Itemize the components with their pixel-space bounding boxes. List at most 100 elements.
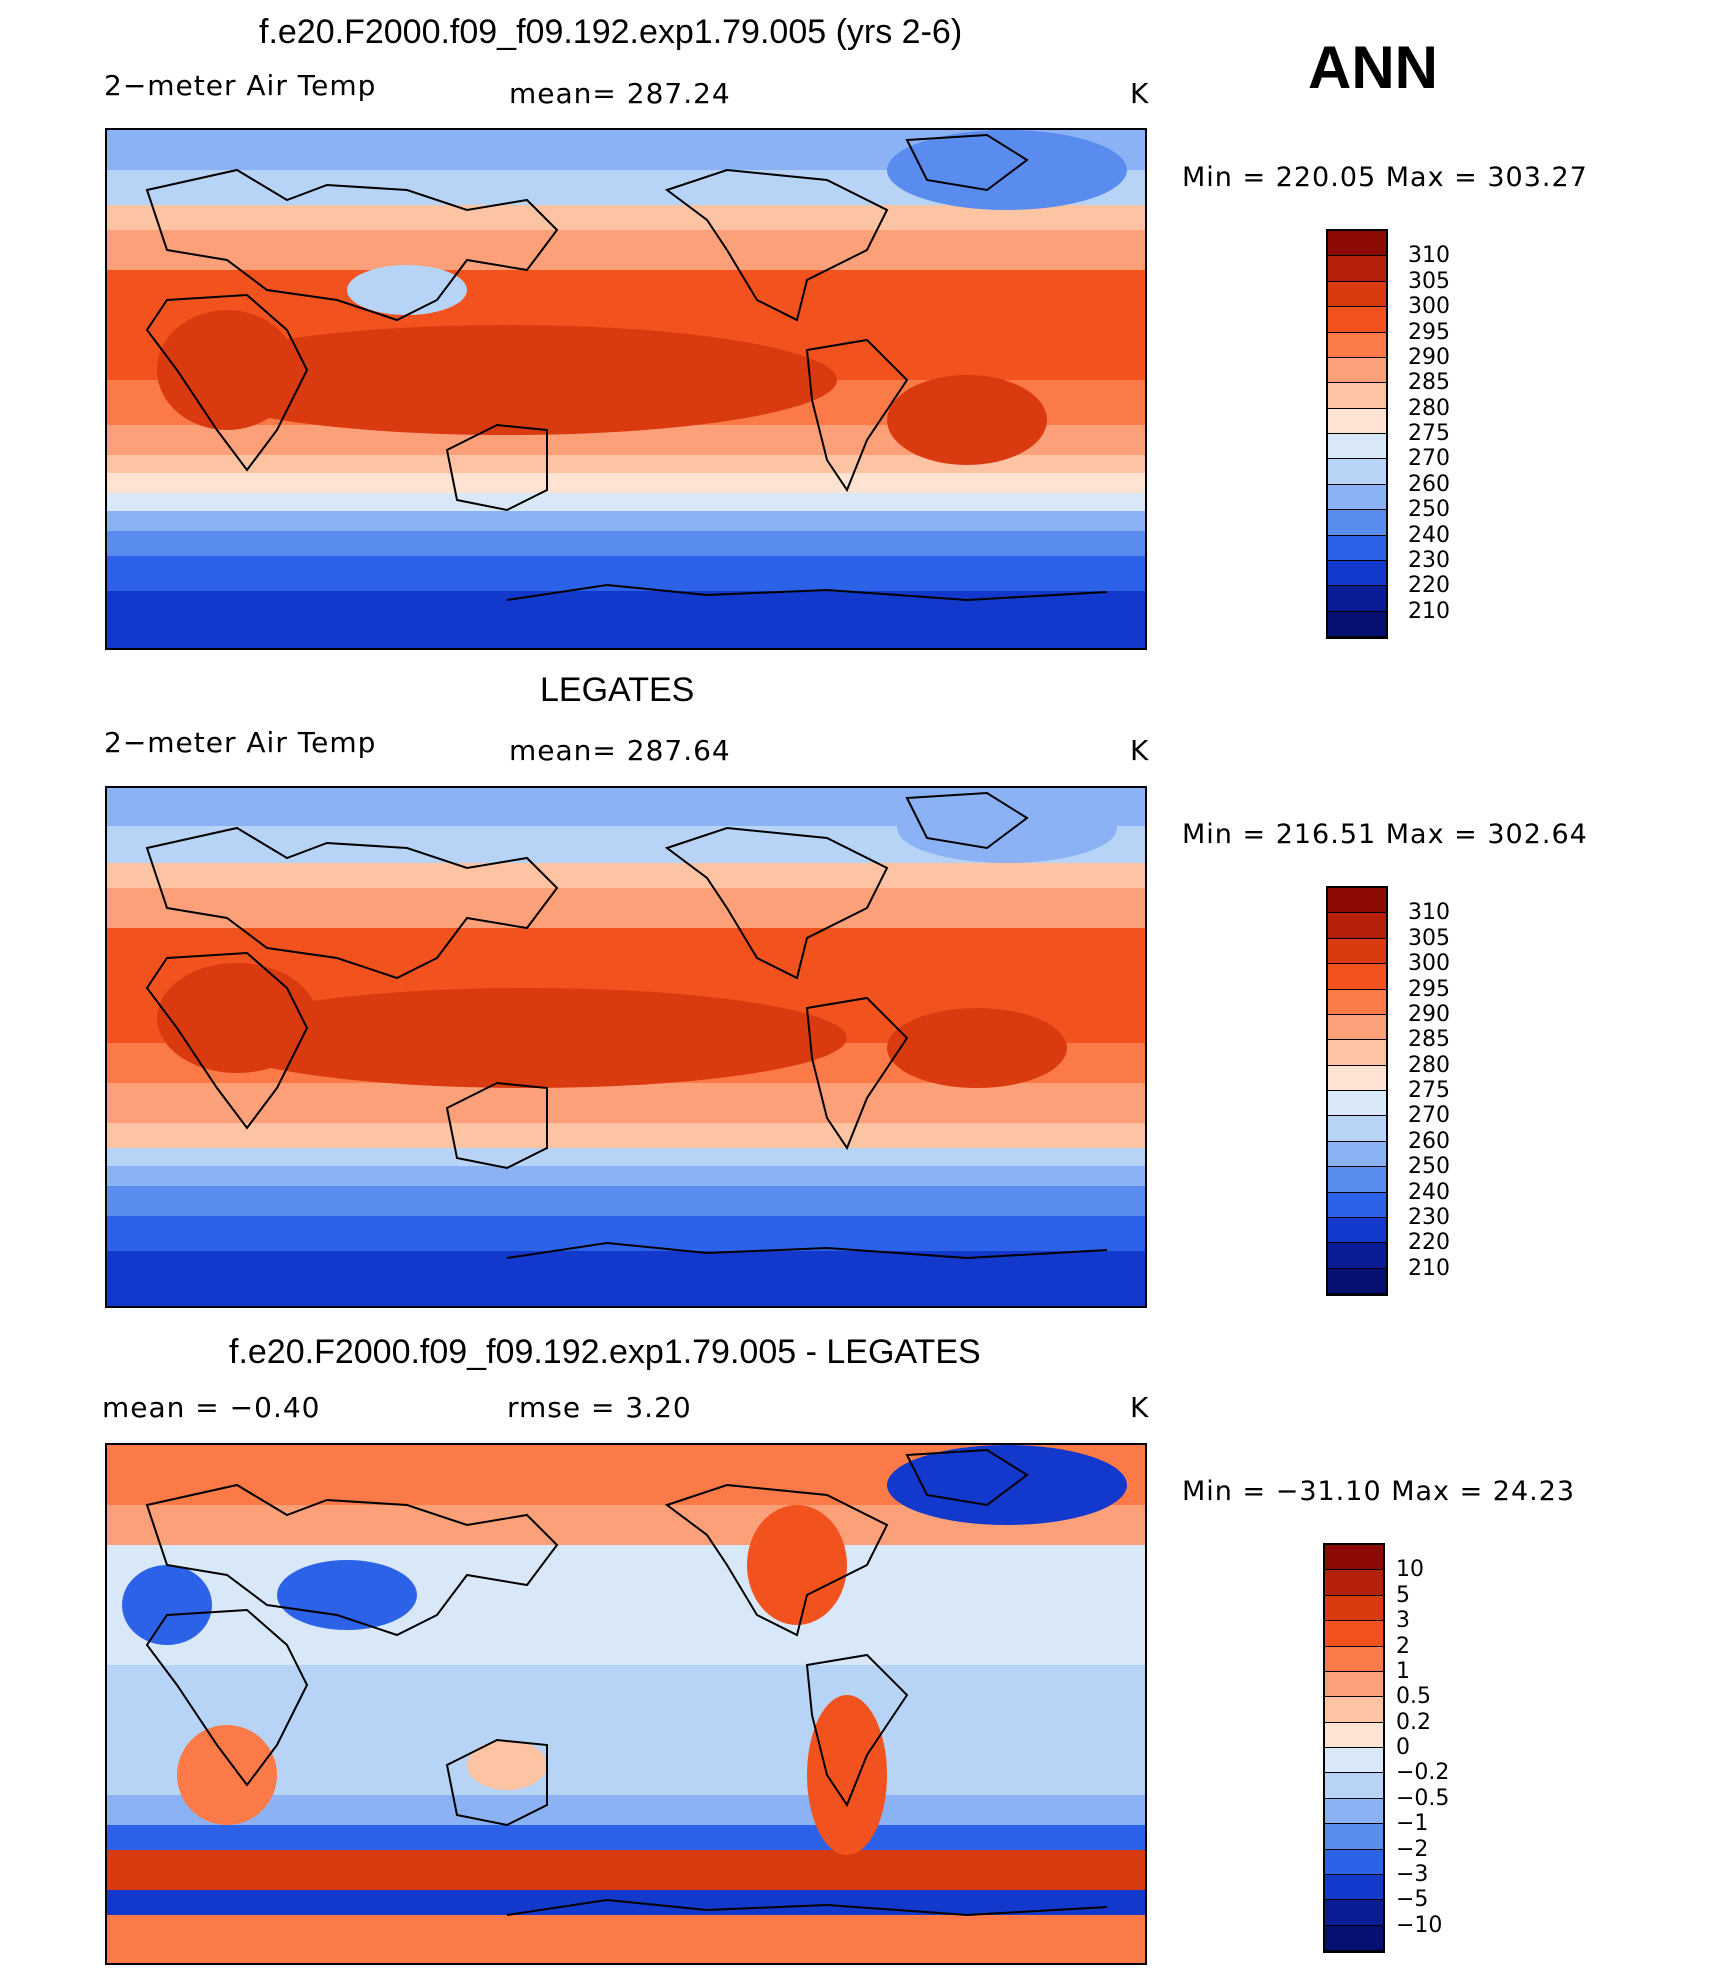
colorbar-tick-label: 10 bbox=[1396, 1557, 1424, 1583]
colorbar-tick-label: 0.2 bbox=[1396, 1709, 1431, 1735]
colorbar-tick-label: −0.5 bbox=[1396, 1785, 1450, 1811]
colorbar-swatch bbox=[1328, 1243, 1386, 1269]
colorbar-tick-label: 305 bbox=[1408, 925, 1450, 951]
colorbar-swatch bbox=[1328, 1040, 1386, 1066]
colorbar-swatch bbox=[1328, 256, 1386, 282]
colorbar-tick-label: 240 bbox=[1408, 522, 1450, 548]
colorbar-swatch bbox=[1325, 1595, 1383, 1622]
colorbar-tick-label: 300 bbox=[1408, 294, 1450, 320]
colorbar-tick-label: 240 bbox=[1408, 1179, 1450, 1205]
colorbar-tick-label: −1 bbox=[1396, 1811, 1429, 1837]
panel-3-title: f.e20.F2000.f09_f09.192.exp1.79.005 - LE… bbox=[229, 1333, 981, 1371]
panel-3-unit-label: K bbox=[1130, 1391, 1150, 1424]
colorbar-swatch bbox=[1328, 231, 1386, 257]
colorbar-swatch bbox=[1328, 964, 1386, 990]
panel-2-unit-label: K bbox=[1130, 734, 1150, 767]
colorbar-swatch bbox=[1325, 1646, 1383, 1672]
colorbar-swatch bbox=[1328, 484, 1386, 511]
colorbar-tick-label: 2 bbox=[1396, 1633, 1410, 1659]
colorbar-swatch bbox=[1325, 1722, 1383, 1748]
panel-3-colorbar bbox=[1323, 1543, 1385, 1953]
colorbar-swatch bbox=[1328, 510, 1386, 536]
colorbar-swatch bbox=[1328, 281, 1386, 308]
colorbar-tick-label: 260 bbox=[1408, 1128, 1450, 1154]
colorbar-tick-label: 260 bbox=[1408, 471, 1450, 497]
colorbar-swatch bbox=[1325, 1849, 1383, 1875]
colorbar-tick-label: −0.2 bbox=[1396, 1760, 1450, 1786]
colorbar-swatch bbox=[1328, 1091, 1386, 1117]
panel-1-title: f.e20.F2000.f09_f09.192.exp1.79.005 (yrs… bbox=[259, 13, 963, 51]
colorbar-swatch bbox=[1325, 1824, 1383, 1850]
colorbar-swatch bbox=[1325, 1900, 1383, 1926]
colorbar-swatch bbox=[1328, 459, 1386, 485]
colorbar-swatch bbox=[1328, 408, 1386, 434]
colorbar-tick-label: −10 bbox=[1396, 1912, 1443, 1938]
colorbar-swatch bbox=[1328, 535, 1386, 561]
colorbar-swatch bbox=[1328, 434, 1386, 460]
colorbar-swatch bbox=[1325, 1621, 1383, 1647]
colorbar-tick-label: 1 bbox=[1396, 1658, 1410, 1684]
colorbar-swatch bbox=[1328, 913, 1386, 939]
colorbar-tick-label: 285 bbox=[1408, 1027, 1450, 1053]
season-label: ANN bbox=[1308, 34, 1438, 101]
colorbar-swatch bbox=[1328, 1141, 1386, 1168]
panel-1-unit-label: K bbox=[1130, 77, 1150, 110]
colorbar-swatch bbox=[1328, 938, 1386, 965]
colorbar-swatch bbox=[1328, 989, 1386, 1015]
colorbar-tick-label: 270 bbox=[1408, 1103, 1450, 1129]
panel-2-title: LEGATES bbox=[540, 671, 695, 709]
colorbar-tick-label: −5 bbox=[1396, 1887, 1429, 1913]
colorbar-tick-label: 295 bbox=[1408, 976, 1450, 1002]
colorbar-swatch bbox=[1325, 1925, 1383, 1951]
colorbar-tick-label: 220 bbox=[1408, 573, 1450, 599]
panel-2-minmax: Min = 216.51 Max = 302.64 bbox=[1182, 819, 1588, 850]
colorbar-swatch bbox=[1328, 560, 1386, 587]
colorbar-swatch bbox=[1328, 1014, 1386, 1041]
colorbar-swatch bbox=[1328, 332, 1386, 358]
panel-3-rmse-label: rmse = 3.20 bbox=[507, 1391, 692, 1424]
colorbar-tick-label: 300 bbox=[1408, 951, 1450, 977]
panel-3-mean-label: mean = −0.40 bbox=[102, 1391, 321, 1424]
colorbar-swatch bbox=[1325, 1671, 1383, 1698]
colorbar-swatch bbox=[1328, 1065, 1386, 1091]
colorbar-swatch bbox=[1325, 1773, 1383, 1799]
colorbar-tick-label: 230 bbox=[1408, 547, 1450, 573]
colorbar-tick-label: 0 bbox=[1396, 1735, 1410, 1760]
panel-2-map bbox=[105, 786, 1147, 1308]
colorbar-tick-label: 295 bbox=[1408, 319, 1450, 345]
colorbar-tick-label: 290 bbox=[1408, 1001, 1450, 1027]
colorbar-tick-label: 310 bbox=[1408, 900, 1450, 926]
colorbar-swatch bbox=[1325, 1545, 1383, 1571]
colorbar-swatch bbox=[1325, 1874, 1383, 1901]
colorbar-swatch bbox=[1328, 307, 1386, 333]
colorbar-swatch bbox=[1328, 888, 1386, 914]
colorbar-tick-label: 210 bbox=[1408, 598, 1450, 624]
colorbar-tick-label: 230 bbox=[1408, 1204, 1450, 1230]
colorbar-tick-label: 220 bbox=[1408, 1230, 1450, 1256]
colorbar-tick-label: −3 bbox=[1396, 1861, 1429, 1887]
colorbar-swatch bbox=[1328, 1167, 1386, 1193]
colorbar-swatch bbox=[1325, 1798, 1383, 1825]
panel-1-map bbox=[105, 128, 1147, 650]
colorbar-swatch bbox=[1328, 357, 1386, 384]
panel-1-mean-label: mean= 287.24 bbox=[509, 77, 731, 110]
panel-2-variable-label: 2−meter Air Temp bbox=[104, 726, 377, 759]
colorbar-swatch bbox=[1328, 383, 1386, 409]
panel-2-colorbar bbox=[1326, 886, 1388, 1296]
panel-3-map bbox=[105, 1443, 1147, 1965]
colorbar-tick-label: 0.5 bbox=[1396, 1684, 1431, 1710]
colorbar-tick-label: 210 bbox=[1408, 1255, 1450, 1281]
colorbar-tick-label: 290 bbox=[1408, 344, 1450, 370]
colorbar-tick-label: 285 bbox=[1408, 370, 1450, 396]
colorbar-swatch bbox=[1328, 1217, 1386, 1244]
panel-2-mean-label: mean= 287.64 bbox=[509, 734, 731, 767]
colorbar-swatch bbox=[1328, 1116, 1386, 1142]
colorbar-swatch bbox=[1328, 611, 1386, 637]
colorbar-tick-label: 275 bbox=[1408, 421, 1450, 446]
colorbar-tick-label: 280 bbox=[1408, 1052, 1450, 1078]
colorbar-swatch bbox=[1328, 586, 1386, 612]
colorbar-swatch bbox=[1325, 1748, 1383, 1774]
colorbar-tick-label: 250 bbox=[1408, 1154, 1450, 1180]
colorbar-tick-label: −2 bbox=[1396, 1836, 1429, 1862]
colorbar-tick-label: 310 bbox=[1408, 243, 1450, 269]
